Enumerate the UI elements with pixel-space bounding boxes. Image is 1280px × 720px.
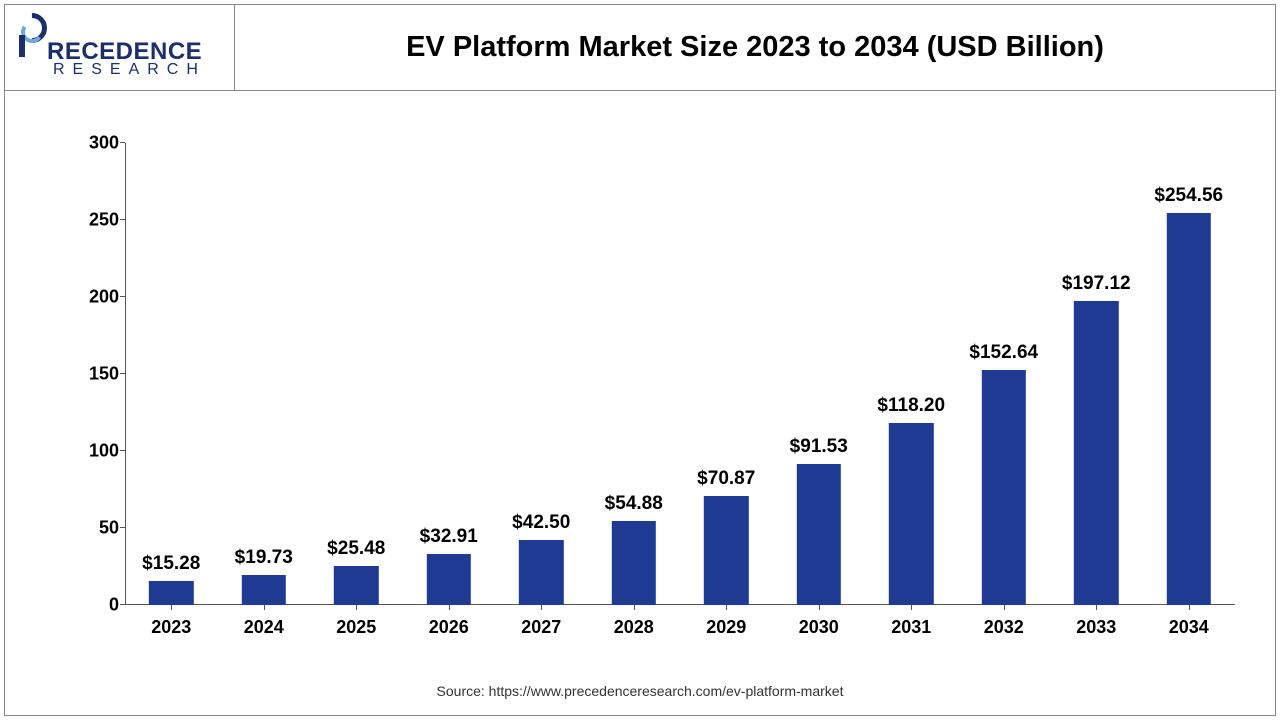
precedence-logo: RECEDENCE RESEARCH [17, 17, 206, 78]
bar: $25.48 [334, 566, 378, 605]
bar: $197.12 [1074, 301, 1118, 605]
y-tick-label: 300 [75, 133, 119, 154]
bar-value-label: $118.20 [877, 395, 945, 417]
x-tick-mark [264, 605, 265, 610]
bar-value-label: $91.53 [790, 436, 848, 458]
x-tick-label: 2034 [1169, 617, 1209, 638]
x-tick-mark [634, 605, 635, 610]
bar-value-label: $32.91 [420, 526, 478, 548]
plot-area: 050100150200250300$15.282023$19.732024$2… [125, 143, 1235, 605]
x-tick-mark [449, 605, 450, 610]
y-tick-label: 100 [75, 441, 119, 462]
bar-slot: $54.882028 [588, 143, 681, 605]
bar: $152.64 [982, 370, 1026, 605]
bar: $91.53 [797, 464, 841, 605]
x-tick-label: 2025 [336, 617, 376, 638]
x-tick-mark [1004, 605, 1005, 610]
x-tick-label: 2028 [614, 617, 654, 638]
y-tick-label: 250 [75, 210, 119, 231]
logo-p-icon [17, 13, 51, 59]
bar: $42.50 [519, 540, 563, 605]
x-tick-mark [356, 605, 357, 610]
x-tick-label: 2027 [521, 617, 561, 638]
x-tick-mark [171, 605, 172, 610]
logo-cell: RECEDENCE RESEARCH [5, 5, 235, 90]
logo-subword: RESEARCH [17, 62, 206, 78]
x-tick-mark [1189, 605, 1190, 610]
bar-slot: $254.562034 [1143, 143, 1236, 605]
bar-slot: $19.732024 [218, 143, 311, 605]
x-tick-label: 2033 [1076, 617, 1116, 638]
bar-slot: $118.202031 [865, 143, 958, 605]
bar-value-label: $15.28 [142, 553, 200, 575]
bar-slot: $91.532030 [773, 143, 866, 605]
x-tick-mark [726, 605, 727, 610]
y-tick-label: 200 [75, 287, 119, 308]
source-text: Source: https://www.precedenceresearch.c… [5, 683, 1275, 699]
bar-value-label: $197.12 [1062, 273, 1131, 295]
bar-value-label: $70.87 [697, 468, 755, 490]
y-tick-label: 0 [75, 595, 119, 616]
bar: $19.73 [242, 575, 286, 605]
bar-slot: $25.482025 [310, 143, 403, 605]
y-tick-label: 50 [75, 518, 119, 539]
bar: $15.28 [149, 581, 193, 605]
title-cell: EV Platform Market Size 2023 to 2034 (US… [235, 31, 1275, 64]
bar-slot: $15.282023 [125, 143, 218, 605]
chart-title: EV Platform Market Size 2023 to 2034 (US… [406, 31, 1104, 64]
bar-value-label: $19.73 [235, 547, 293, 569]
bar: $254.56 [1167, 213, 1211, 605]
bar: $118.20 [889, 423, 933, 605]
bar-slot: $152.642032 [958, 143, 1051, 605]
x-tick-label: 2029 [706, 617, 746, 638]
y-tick-label: 150 [75, 364, 119, 385]
x-tick-label: 2026 [429, 617, 469, 638]
x-tick-label: 2032 [984, 617, 1024, 638]
x-tick-mark [911, 605, 912, 610]
chart-frame: RECEDENCE RESEARCH EV Platform Market Si… [4, 4, 1276, 716]
bar-value-label: $42.50 [512, 512, 570, 534]
x-tick-mark [1096, 605, 1097, 610]
bar-slot: $42.502027 [495, 143, 588, 605]
chart-body: 050100150200250300$15.282023$19.732024$2… [5, 93, 1275, 715]
bar: $54.88 [612, 521, 656, 606]
bar: $32.91 [427, 554, 471, 605]
header-row: RECEDENCE RESEARCH EV Platform Market Si… [5, 5, 1275, 91]
x-tick-mark [819, 605, 820, 610]
x-tick-mark [541, 605, 542, 610]
bar-slot: $70.872029 [680, 143, 773, 605]
x-tick-label: 2024 [244, 617, 284, 638]
bar-value-label: $54.88 [605, 493, 663, 515]
bar-value-label: $25.48 [327, 538, 385, 560]
x-tick-label: 2030 [799, 617, 839, 638]
x-tick-label: 2031 [891, 617, 931, 638]
bar: $70.87 [704, 496, 748, 605]
bar-value-label: $152.64 [969, 342, 1038, 364]
bar-value-label: $254.56 [1154, 185, 1223, 207]
bar-slot: $32.912026 [403, 143, 496, 605]
x-tick-label: 2023 [151, 617, 191, 638]
bar-slot: $197.122033 [1050, 143, 1143, 605]
